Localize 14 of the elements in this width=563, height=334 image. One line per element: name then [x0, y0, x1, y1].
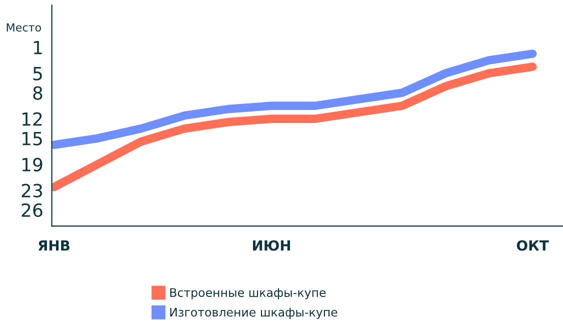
y-tick-label: 1: [34, 40, 42, 54]
y-tick-label: 5: [33, 66, 42, 80]
y-tick-label: 19: [22, 158, 42, 172]
legend-label: Встроенные шкафы-купе: [170, 288, 326, 300]
x-tick-label: ОКТ: [516, 240, 549, 251]
y-tick-label: 26: [22, 203, 42, 217]
x-tick-label: ИЮН: [253, 240, 290, 251]
y-tick-label: 8: [33, 86, 42, 100]
y-tick-label: 23: [22, 184, 42, 198]
y-tick-label: 15: [22, 132, 42, 146]
legend-label: Изготовление шкафы-купе: [170, 308, 338, 319]
y-tick-label: 12: [22, 112, 42, 126]
x-tick-label: ЯНВ: [38, 240, 70, 251]
y-axis-title: Место: [6, 23, 41, 32]
